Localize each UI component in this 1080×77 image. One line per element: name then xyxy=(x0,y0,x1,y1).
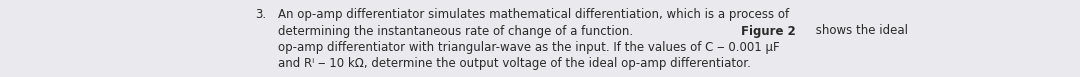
Text: determining the instantaneous rate of change of a function.: determining the instantaneous rate of ch… xyxy=(278,24,637,37)
Text: and Rⁱ ‒ 10 kΩ, determine the output voltage of the ideal op-amp differentiator.: and Rⁱ ‒ 10 kΩ, determine the output vol… xyxy=(278,58,751,71)
Text: Figure 2: Figure 2 xyxy=(741,24,796,37)
Text: 3.: 3. xyxy=(255,8,266,21)
Text: op-amp differentiator with triangular-wave as the input. If the values of C ‒ 0.: op-amp differentiator with triangular-wa… xyxy=(278,41,780,54)
Text: shows the ideal: shows the ideal xyxy=(812,24,907,37)
Text: An op-amp differentiator simulates mathematical differentiation, which is a proc: An op-amp differentiator simulates mathe… xyxy=(278,8,789,21)
